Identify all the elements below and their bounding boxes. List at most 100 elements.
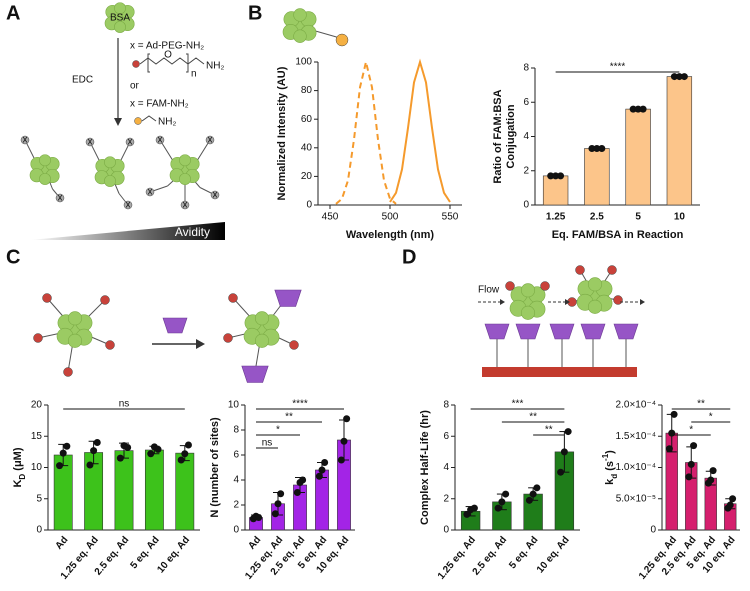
replicate-point: [557, 172, 565, 180]
y-tick-label: 4: [443, 462, 449, 473]
y-axis-label: KD (μM): [12, 447, 27, 487]
y-tick-label: 20: [31, 400, 43, 411]
label-part: D: [18, 474, 27, 480]
linker-label: x = FAM-NH₂: [130, 99, 189, 110]
replicate-point: [274, 500, 282, 508]
significance-label: *: [689, 425, 693, 436]
replicate-point: [93, 439, 101, 446]
replicate-point: [277, 490, 285, 498]
replicate-point: [668, 429, 676, 437]
x-axis-label: Wavelength (nm): [346, 229, 435, 241]
replicate-point: [177, 456, 185, 464]
significance-label: *: [709, 412, 713, 423]
significance-label: ***: [512, 399, 524, 410]
replicate-point: [59, 449, 67, 457]
replicate-point: [670, 410, 678, 418]
x-tick-label: 1.25: [546, 212, 566, 223]
replicate-point: [598, 144, 606, 152]
ligand: [289, 340, 299, 350]
label-part: (s: [604, 461, 616, 474]
replicate-point: [525, 496, 533, 504]
y-tick-label: 10: [228, 400, 240, 411]
y-tick-label: 0: [306, 200, 312, 211]
replicate-point: [675, 73, 683, 81]
x-mark: x: [126, 200, 131, 211]
label-part: ): [604, 450, 616, 454]
atom: NH₂: [158, 117, 176, 128]
replicate-point: [321, 459, 329, 466]
protein-lobe: [104, 156, 116, 169]
ligand: [123, 200, 133, 210]
replicate-point: [343, 415, 351, 423]
protein-icon: [29, 154, 60, 185]
ligand: [228, 293, 238, 303]
x-tick-label: 1.25 eq. Ad: [436, 535, 478, 582]
ligand: [33, 333, 43, 343]
arrow-head: [565, 299, 570, 305]
y-tick-label: 0: [650, 525, 656, 536]
replicate-point: [690, 442, 698, 450]
replicate-point: [533, 484, 541, 492]
ligand: [180, 200, 190, 210]
ligand: [205, 135, 215, 145]
y-tick-label: 0: [36, 525, 42, 536]
y-axis-label: Complex Half-Life (hr): [419, 410, 431, 525]
protein-lobe: [254, 311, 270, 326]
replicate-point: [315, 472, 323, 480]
significance-label: **: [285, 412, 293, 423]
label-part: d: [610, 474, 619, 479]
protein-icon: [282, 8, 317, 43]
ligand: [20, 135, 30, 145]
ligand: [540, 281, 550, 291]
replicate-point: [498, 498, 506, 506]
replicate-point: [318, 466, 326, 474]
replicate-point: [63, 442, 71, 450]
x-tick-label: 10 eq. Ad: [535, 535, 572, 576]
x-tick-label: Ad: [246, 535, 263, 552]
y-tick-label: 8: [523, 63, 529, 74]
y-axis-label: Ratio of FAM:BSAConjugation: [492, 89, 517, 183]
replicate-point: [255, 514, 263, 521]
y-tick-label: 40: [301, 142, 313, 153]
protein-lobe: [293, 8, 307, 22]
significance-label: **: [529, 412, 537, 423]
panel-label: A: [6, 2, 20, 24]
replicate-point: [560, 448, 568, 456]
x-tick-label: 5 eq. Ad: [507, 535, 540, 572]
replicate-point: [629, 105, 637, 113]
replicate-point: [116, 454, 124, 462]
y-tick-label: 1.0×10⁻⁴: [616, 462, 656, 473]
receptor: [515, 323, 541, 340]
ligand: [125, 137, 135, 147]
replicate-point: [470, 504, 478, 512]
y-tick-label: 0: [233, 525, 239, 536]
x-mark: x: [128, 137, 133, 148]
protein-lobe: [179, 173, 191, 185]
label-part: Conjugation: [505, 104, 517, 168]
protein-icon: [104, 2, 135, 33]
receptor: [580, 323, 606, 340]
protein-lobe: [587, 277, 603, 292]
ligand: [613, 295, 623, 305]
replicate-point: [340, 437, 348, 445]
label-part: -1: [601, 453, 610, 461]
protein-name: BSA: [110, 13, 130, 24]
receptor: [162, 317, 188, 334]
panel-label: B: [248, 2, 262, 24]
x-axis-label: Eq. FAM/BSA in Reaction: [552, 229, 684, 241]
protein-lobe: [39, 173, 51, 185]
bracket: [147, 53, 189, 73]
y-tick-label: 2.0×10⁻⁴: [616, 400, 656, 411]
ligand: [134, 117, 142, 125]
protein-icon: [576, 277, 613, 314]
x-tick-label: 5: [635, 212, 641, 223]
avidity-label: Avidity: [175, 225, 210, 239]
x-mark: x: [23, 135, 28, 146]
x-tick-label: 550: [442, 212, 459, 223]
y-tick-label: 6: [443, 431, 449, 442]
y-tick-label: 15: [31, 431, 43, 442]
y-tick-label: 10: [31, 462, 43, 473]
receptor: [241, 365, 269, 383]
ligand: [505, 281, 515, 291]
ligand: [105, 340, 115, 350]
